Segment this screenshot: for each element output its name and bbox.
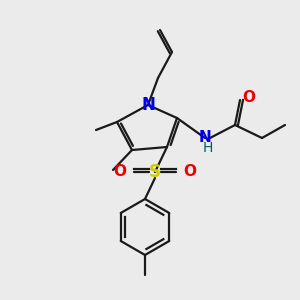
- Text: O: O: [184, 164, 196, 179]
- Text: S: S: [149, 163, 161, 181]
- Text: O: O: [113, 164, 127, 179]
- Text: O: O: [242, 91, 256, 106]
- Text: H: H: [203, 141, 213, 155]
- Text: N: N: [199, 130, 212, 146]
- Text: N: N: [141, 96, 155, 114]
